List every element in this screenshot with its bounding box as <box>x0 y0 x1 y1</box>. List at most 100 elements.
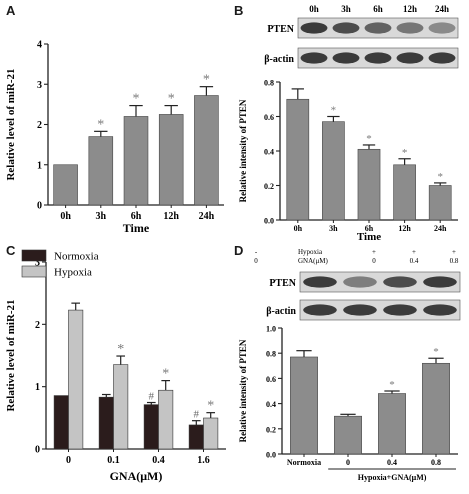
y-axis-label: Relative intensity of PTEN <box>238 99 248 202</box>
significance-marker: * <box>203 73 210 88</box>
y-axis-label: Relative intensity of PTEN <box>238 339 248 442</box>
y-tick-label: 1.0 <box>266 325 276 334</box>
significance-marker: * <box>117 342 124 357</box>
bar <box>290 356 318 455</box>
y-tick-label: 0 <box>35 445 40 456</box>
panel-label-c: C <box>6 243 16 258</box>
blot-condition-value: + <box>452 248 456 256</box>
significance-marker: * <box>331 105 337 117</box>
bar <box>88 136 114 206</box>
blot-band <box>300 22 328 34</box>
bar <box>428 185 452 221</box>
x-tick-label: 0.4 <box>387 458 397 467</box>
x-tick-label: 3h <box>329 224 338 233</box>
x-tick-label: 1.6 <box>197 455 210 466</box>
chart-d-pten-gna: 0.0 0.2 0.4 0.6 0.8 1.0 Relative intensity of … <box>238 325 458 482</box>
significance-marker: * <box>437 171 443 183</box>
bar <box>113 364 129 450</box>
blot-band <box>303 304 337 316</box>
blot-row-label: β-actin <box>266 306 296 317</box>
blot-membrane <box>299 299 461 321</box>
blot-row-label: PTEN <box>269 278 296 289</box>
blot-lane-label: 0h <box>309 4 319 14</box>
blot-band <box>428 22 456 34</box>
blot-band <box>332 22 360 34</box>
legend-label: Hypoxia <box>54 267 92 279</box>
blot-condition-label: Hypoxia <box>298 248 323 256</box>
blot-band <box>383 304 417 316</box>
x-tick-label: 3h <box>96 211 107 222</box>
y-tick-label: 3 <box>37 80 42 91</box>
y-tick-label: 0.0 <box>264 217 274 226</box>
bar <box>393 164 416 221</box>
significance-marker: * <box>402 147 408 159</box>
y-tick-label: 1 <box>37 160 42 171</box>
y-tick-label: 3 <box>35 258 40 269</box>
x-axis-label: Hypoxia+GNA(μM) <box>358 473 427 482</box>
y-tick-label: 2 <box>35 320 40 331</box>
chart-b-pten-time: 0.0 0.2 0.4 0.6 0.8 Relative intensity of PTE… <box>238 79 458 242</box>
blot-band <box>332 52 360 64</box>
x-tick-label: 24h <box>199 211 215 222</box>
blot-band <box>303 276 337 288</box>
significance-marker: * <box>389 379 395 391</box>
blot-condition-value: - <box>255 248 258 256</box>
panel-label-b: B <box>234 3 244 18</box>
y-tick-label: 0.0 <box>266 451 276 460</box>
blot-band <box>423 276 457 288</box>
x-tick-label: 0 <box>66 455 71 466</box>
significance-marker: * <box>433 346 439 358</box>
x-tick-label: 0h <box>294 224 303 233</box>
y-tick-label: 0 <box>37 201 42 212</box>
blot-condition-label: GNA(μM) <box>298 257 328 265</box>
y-tick-label: 4 <box>37 40 42 51</box>
blot-row-label: β-actin <box>264 54 294 65</box>
x-tick-label: 0 <box>346 458 350 467</box>
blot-condition-value: + <box>412 248 416 256</box>
significance-marker: * <box>168 92 175 107</box>
x-tick-label: 12h <box>398 224 411 233</box>
blot-band <box>396 22 424 34</box>
bar <box>53 164 78 206</box>
y-tick-label: 1 <box>35 382 40 393</box>
significance-marker: * <box>133 92 140 107</box>
blot-band <box>343 304 377 316</box>
bar <box>98 396 114 450</box>
panel-label-a: A <box>6 3 16 18</box>
bar <box>203 417 219 450</box>
y-tick-label: 0.8 <box>266 350 276 359</box>
blot-band <box>343 276 377 288</box>
blot-band <box>300 52 328 64</box>
y-tick-label: 0.6 <box>266 375 276 384</box>
significance-marker: * <box>162 367 169 382</box>
bar <box>357 148 381 221</box>
x-tick-label: 0.8 <box>431 458 441 467</box>
y-tick-label: 2 <box>37 120 42 131</box>
y-axis-label: Relative level of miR-21 <box>5 299 17 411</box>
blot-band <box>383 276 417 288</box>
blot-condition-value: 0 <box>254 257 258 265</box>
x-tick-label: 24h <box>434 224 447 233</box>
legend-swatch <box>21 249 47 262</box>
bar <box>158 389 174 450</box>
bar <box>194 95 219 206</box>
bar <box>334 415 362 455</box>
x-tick-label: 6h <box>365 224 374 233</box>
bar <box>158 114 184 206</box>
blot-lane-label: 6h <box>373 4 383 14</box>
blot-band <box>428 52 456 64</box>
blot-condition-value: 0.8 <box>450 257 459 265</box>
significance-marker: * <box>97 117 104 132</box>
blot-band <box>423 304 457 316</box>
blot-condition-value: 0.4 <box>410 257 419 265</box>
bar <box>123 116 149 206</box>
blot-membrane <box>299 271 461 293</box>
bar <box>322 121 345 221</box>
bar <box>422 362 450 455</box>
bar <box>53 395 69 450</box>
x-tick-label: 0.1 <box>107 455 120 466</box>
legend-label: Normoxia <box>54 251 99 263</box>
significance-marker: # <box>194 409 200 421</box>
significance-marker: * <box>207 399 214 414</box>
